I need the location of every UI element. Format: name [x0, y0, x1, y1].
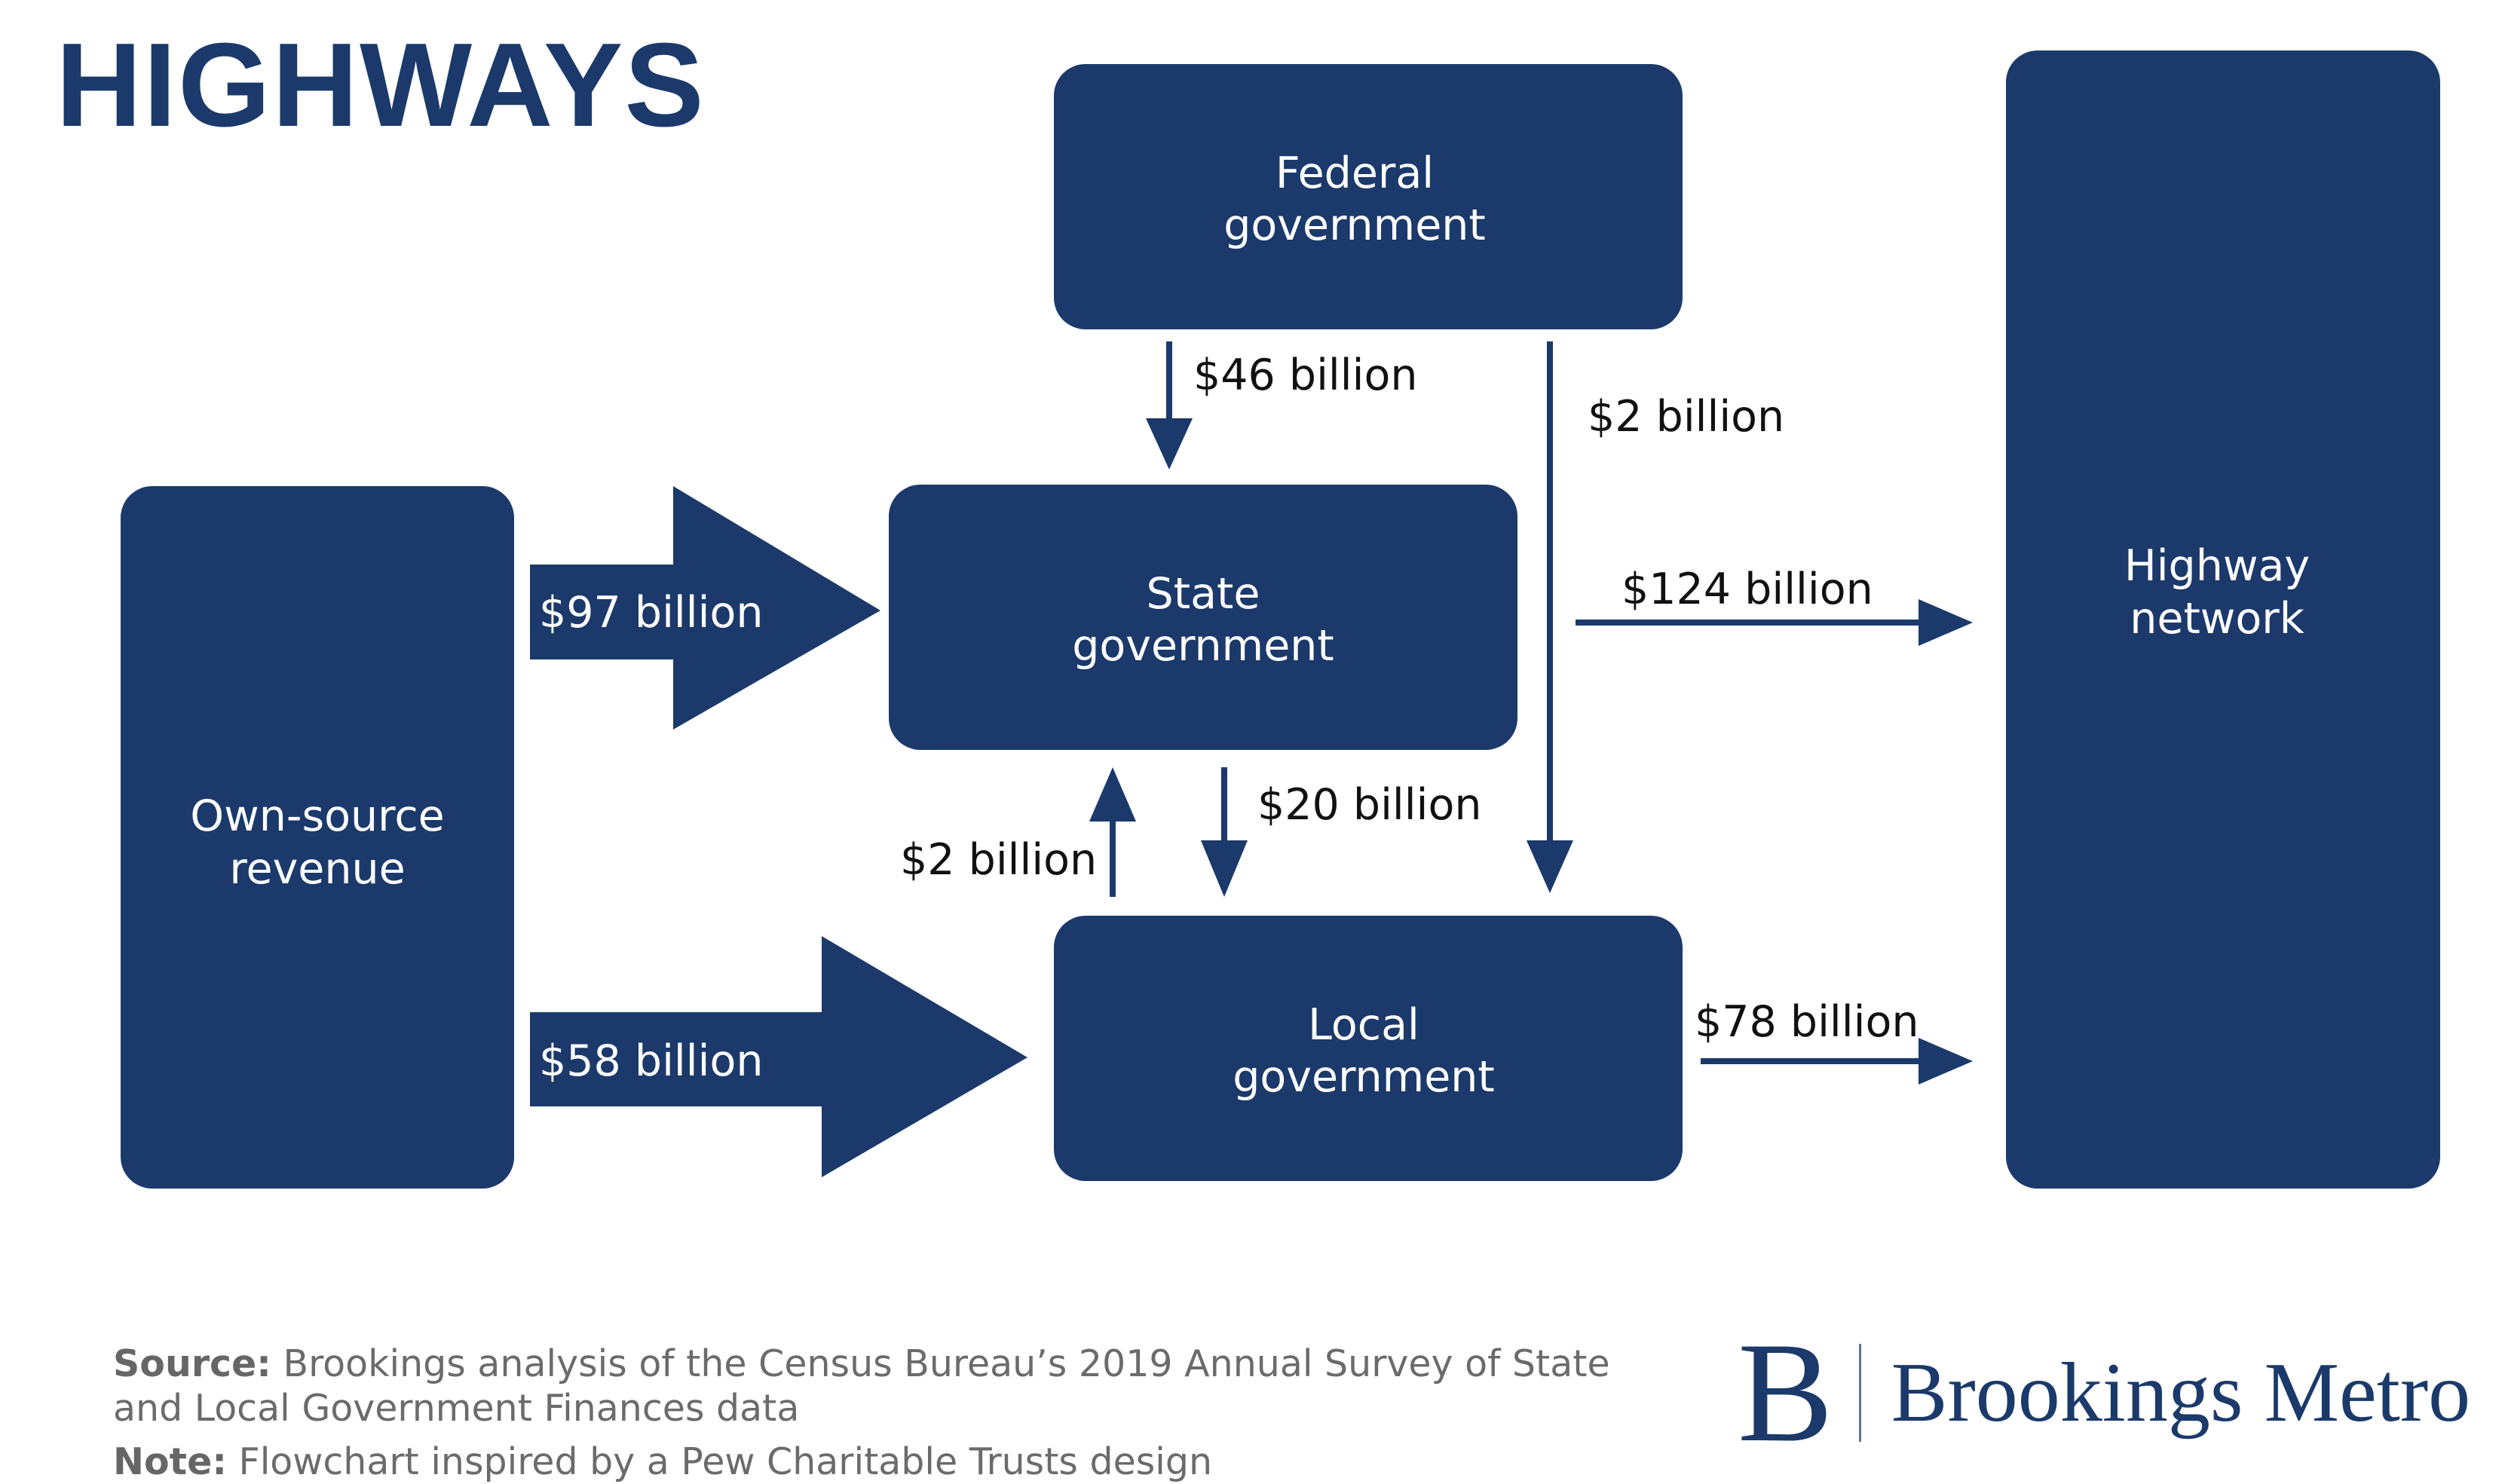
logo-divider [1858, 1344, 1861, 1442]
flow-federal-to-state-label: $46 billion [1193, 350, 1417, 400]
federal-label-line2: government [1223, 200, 1485, 250]
flow-federal-to-local-label: $2 billion [1588, 392, 1784, 442]
flow-local-to-highway-label: $78 billion [1695, 997, 1919, 1047]
source-text: Brookings analysis of the Census Bureau’… [113, 1342, 1610, 1430]
local-label-line1: Local [1308, 1000, 1419, 1050]
node-local-government: Local government [1054, 916, 1683, 1181]
flow-own-to-local: $58 billion [530, 936, 1027, 1177]
flow-state-to-highway: $124 billion [1576, 565, 1973, 646]
node-federal-government: Federal government [1054, 64, 1683, 329]
own-source-label-line2: revenue [229, 844, 405, 894]
federal-label-line1: Federal [1275, 148, 1434, 198]
node-highway-network: Highway network [2006, 50, 2440, 1189]
flow-own-to-state-label: $97 billion [539, 588, 763, 638]
node-state-government: State government [889, 485, 1517, 750]
local-label-line2: government [1233, 1052, 1494, 1102]
flow-state-to-local-label: $20 billion [1257, 780, 1481, 830]
source-note: Source: Brookings analysis of the Census… [113, 1342, 1658, 1430]
brookings-metro-logo: B Brookings Metro [1738, 1321, 2471, 1464]
note-text: Flowchart inspired by a Pew Charitable T… [226, 1440, 1213, 1483]
note-label: Note: [113, 1440, 227, 1483]
logo-name: Brookings Metro [1891, 1346, 2471, 1440]
flow-local-to-highway: $78 billion [1695, 997, 1973, 1085]
flow-federal-to-local: $2 billion [1527, 341, 1784, 893]
state-label-line2: government [1072, 621, 1334, 671]
design-note: Note: Flowchart inspired by a Pew Charit… [113, 1440, 1658, 1484]
highway-label-line1: Highway [2124, 541, 2310, 591]
flow-federal-to-state: $46 billion [1146, 341, 1417, 470]
footnotes: Source: Brookings analysis of the Census… [113, 1342, 1658, 1484]
flow-local-to-state: $2 billion [900, 767, 1136, 897]
own-source-label-line1: Own-source [190, 791, 444, 841]
flow-own-to-local-label: $58 billion [539, 1036, 763, 1086]
highway-label-line2: network [2130, 594, 2304, 644]
flow-state-to-highway-label: $124 billion [1622, 565, 1873, 614]
flow-local-to-state-label: $2 billion [900, 835, 1097, 885]
state-label-line1: State [1147, 569, 1260, 619]
source-label: Source: [113, 1342, 271, 1385]
node-own-source-revenue: Own-source revenue [121, 486, 514, 1189]
logo-mark: B [1738, 1314, 1833, 1472]
page-title: HIGHWAYS [56, 19, 706, 151]
flow-own-to-state: $97 billion [530, 486, 880, 730]
flow-state-to-local: $20 billion [1201, 767, 1481, 897]
